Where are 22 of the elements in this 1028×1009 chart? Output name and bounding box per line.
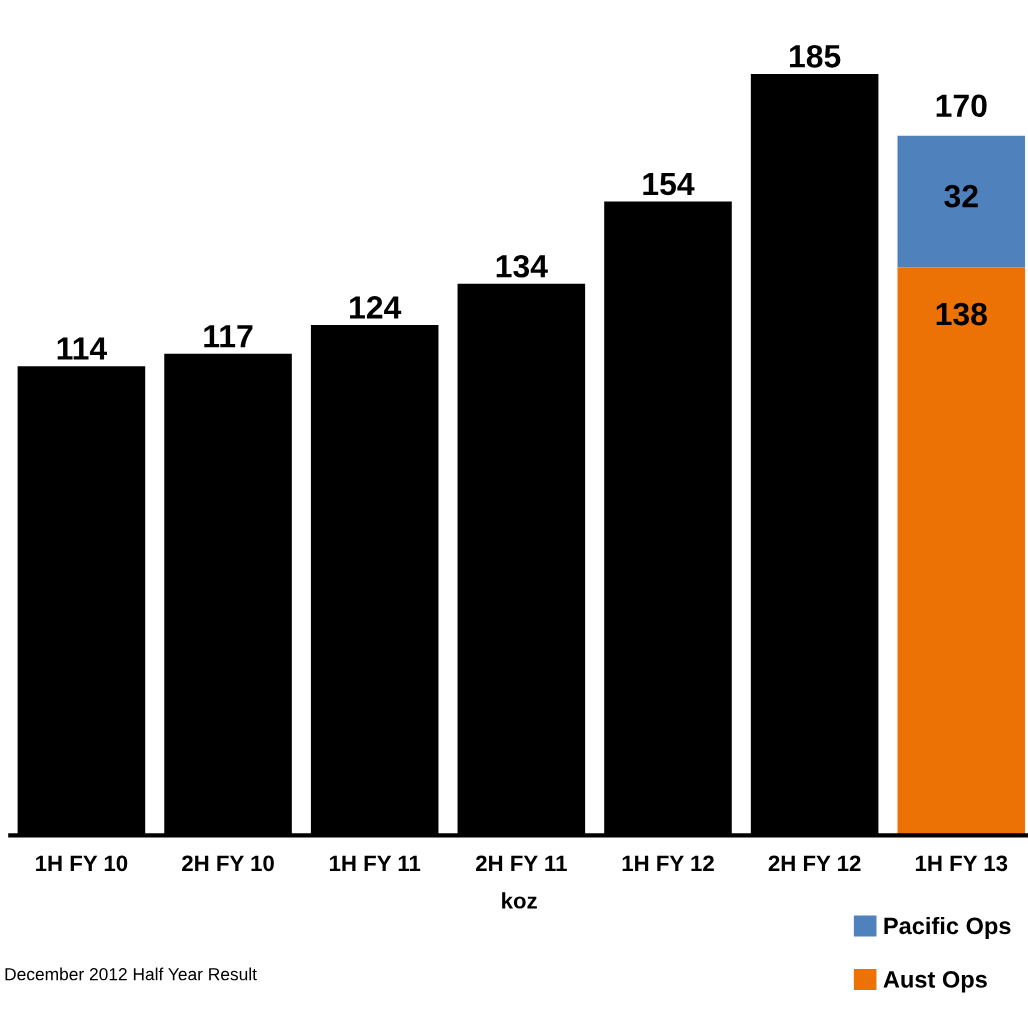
x-tick-label: 2H FY 12 (768, 855, 861, 871)
data-label: 32 (944, 184, 978, 208)
data-label: 114 (57, 337, 107, 360)
x-tick-label: 1H FY 12 (622, 855, 714, 871)
x-tick-label: 1H FY 10 (36, 855, 128, 872)
bar (897, 267, 1026, 836)
data-label: 117 (204, 325, 253, 348)
legend-label: Pacific Ops (884, 916, 1011, 939)
text: December 2012 Half Year Result (5, 967, 257, 981)
bar (897, 135, 1026, 268)
x-tick-label: 2H FY 10 (182, 855, 274, 872)
x-tick-label: 2H FY 11 (475, 855, 567, 871)
data-label: 124 (350, 296, 402, 319)
x-axis-title: koz (502, 892, 537, 909)
x-tick-label: 1H FY 13 (915, 855, 1008, 872)
legend-label: Aust Ops (883, 971, 987, 993)
data-label: 134 (496, 254, 548, 278)
x-tick-label: 1H FY 11 (329, 855, 421, 871)
data-label: 185 (790, 45, 841, 68)
data-label: 154 (643, 172, 695, 196)
data-label: 138 (936, 302, 987, 326)
total-label: 170 (936, 94, 987, 118)
